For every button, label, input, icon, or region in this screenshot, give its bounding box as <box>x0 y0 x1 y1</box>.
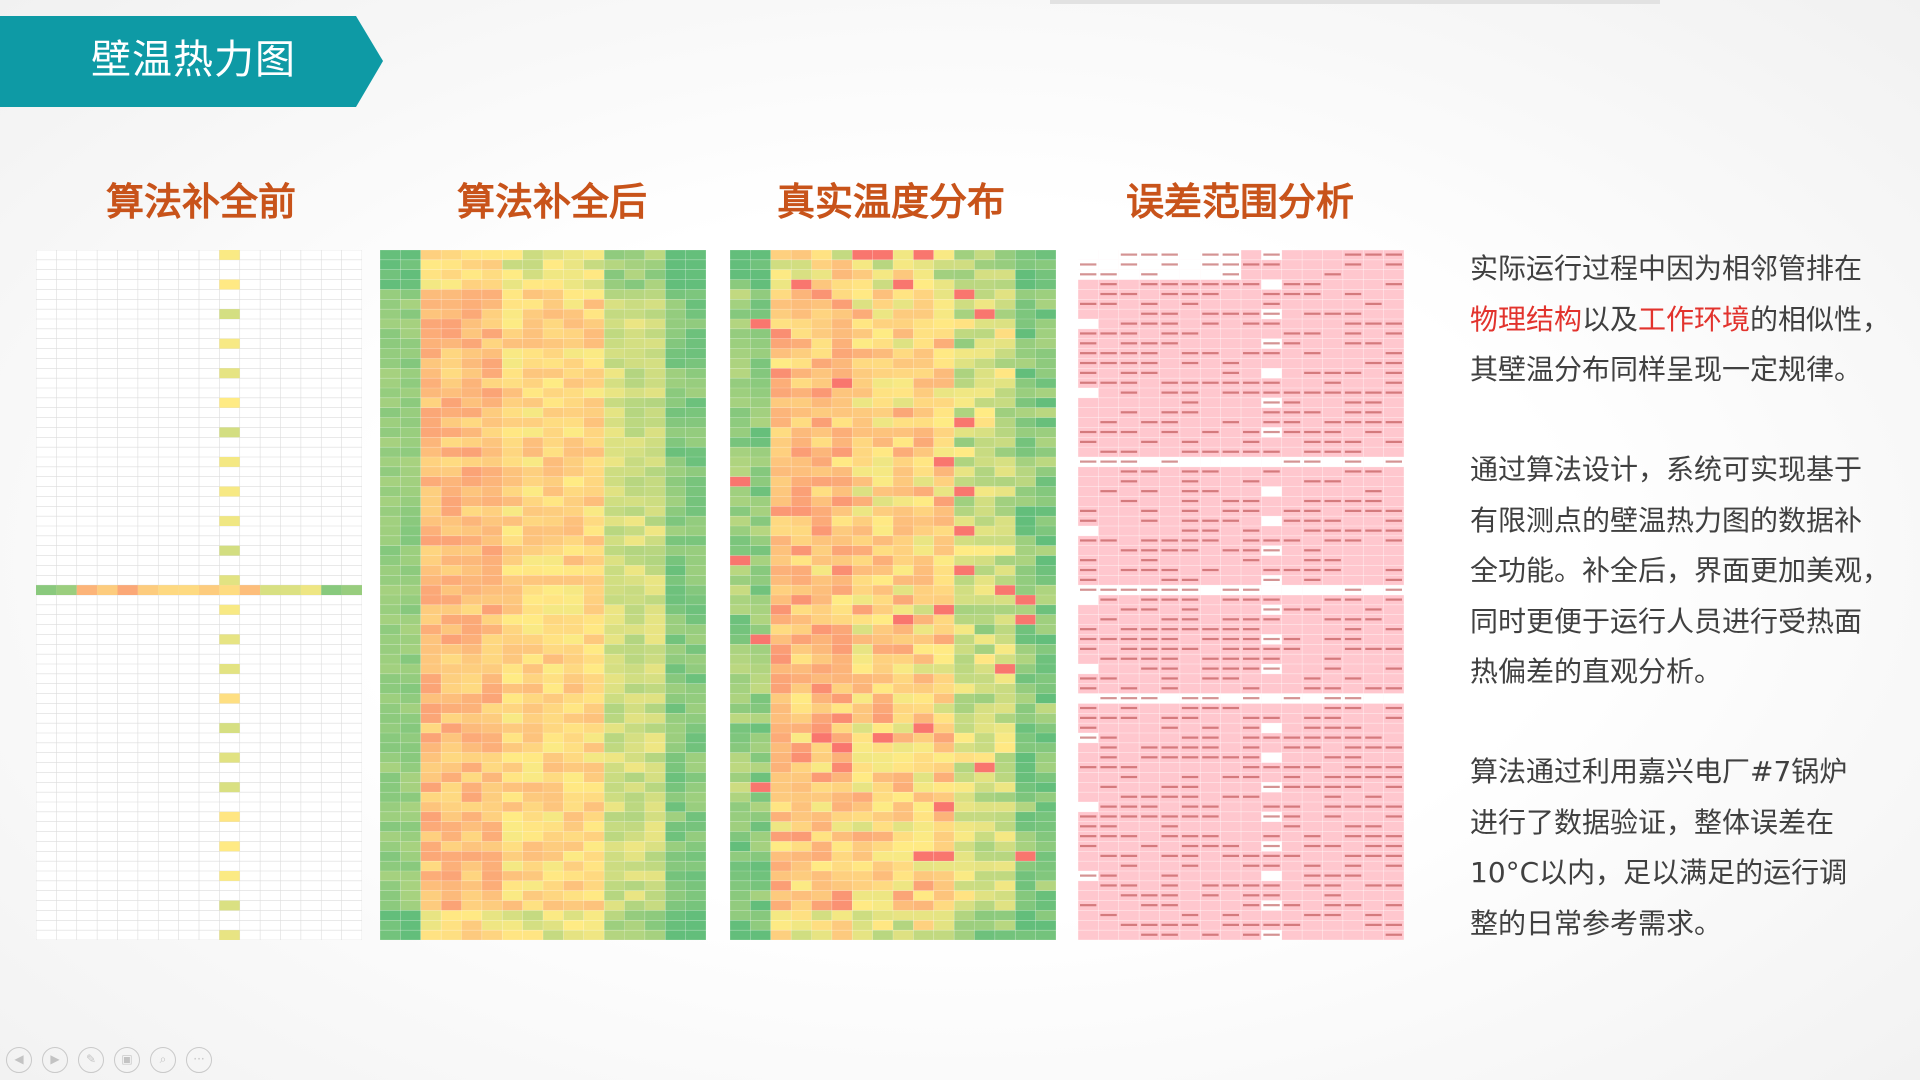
slideshow-nav: ◀ ▶ ✎ ▣ ⌕ ··· <box>6 1047 212 1075</box>
panel-title-after: 算法补全后 <box>456 180 647 224</box>
heatmap-real-grid <box>730 250 1056 940</box>
title-banner <box>0 16 383 107</box>
next-icon[interactable]: ▶ <box>42 1047 68 1073</box>
desc-p2-line3: 全功能。补全后，界面更加美观， <box>1470 554 1891 587</box>
desc-p3-line2: 进行了数据验证，整体误差在 <box>1470 805 1835 839</box>
panel-title-error: 误差范围分析 <box>1125 180 1354 224</box>
desc-p3-line1: 算法通过利用嘉兴电厂#7锅炉 <box>1470 755 1848 788</box>
desc-p1-line3: 其壁温分布同样呈现一定规律。 <box>1470 353 1863 386</box>
desc-p1-line2: 物理结构以及工作环境的相似性， <box>1470 295 1900 346</box>
desc-p2-line2: 有限测点的壁温热力图的数据补 <box>1470 503 1863 537</box>
description-paragraph-3: 算法通过利用嘉兴电厂#7锅炉 进行了数据验证，整体误差在 10°C以内，足以满足… <box>1470 747 1900 949</box>
highlight-work-environment: 工作环境 <box>1638 302 1751 336</box>
desc-p2-line1: 通过算法设计，系统可实现基于 <box>1470 453 1863 486</box>
desc-p1-line2-end: 的相似性， <box>1750 302 1891 336</box>
zoom-icon[interactable]: ⌕ <box>150 1047 176 1073</box>
panel-title-real: 真实温度分布 <box>776 180 1005 224</box>
screens-icon[interactable]: ▣ <box>114 1047 140 1073</box>
heatmap-after-grid <box>380 250 706 940</box>
top-divider <box>1050 0 1660 4</box>
desc-p1-line2-mid: 以及 <box>1582 302 1639 336</box>
description-paragraph-2: 通过算法设计，系统可实现基于 有限测点的壁温热力图的数据补 全功能。补全后，界面… <box>1470 445 1900 698</box>
heatmap-after <box>380 250 706 940</box>
prev-icon[interactable]: ◀ <box>6 1047 32 1073</box>
heatmap-real <box>730 250 1056 940</box>
heatmap-before-grid <box>36 250 362 940</box>
desc-p2-line5: 热偏差的直观分析。 <box>1470 655 1723 688</box>
heatmap-before <box>36 250 362 940</box>
desc-p1-line1: 实际运行过程中因为相邻管排在 <box>1470 252 1863 285</box>
desc-p3-line3: 10°C以内，足以满足的运行调 <box>1470 856 1848 889</box>
pen-icon[interactable]: ✎ <box>78 1047 104 1073</box>
panel-title-before: 算法补全前 <box>105 180 296 224</box>
more-icon[interactable]: ··· <box>186 1047 212 1073</box>
desc-p3-line4: 整的日常参考需求。 <box>1470 906 1723 940</box>
error-analysis-grid <box>1078 250 1404 940</box>
slide-title: 壁温热力图 <box>91 37 296 83</box>
description-paragraph-1: 实际运行过程中因为相邻管排在 物理结构以及工作环境的相似性， 其壁温分布同样呈现… <box>1470 244 1900 396</box>
desc-p2-line4: 同时更便于运行人员进行受热面 <box>1470 604 1863 638</box>
highlight-physical-structure: 物理结构 <box>1470 302 1583 336</box>
error-analysis <box>1078 250 1404 940</box>
